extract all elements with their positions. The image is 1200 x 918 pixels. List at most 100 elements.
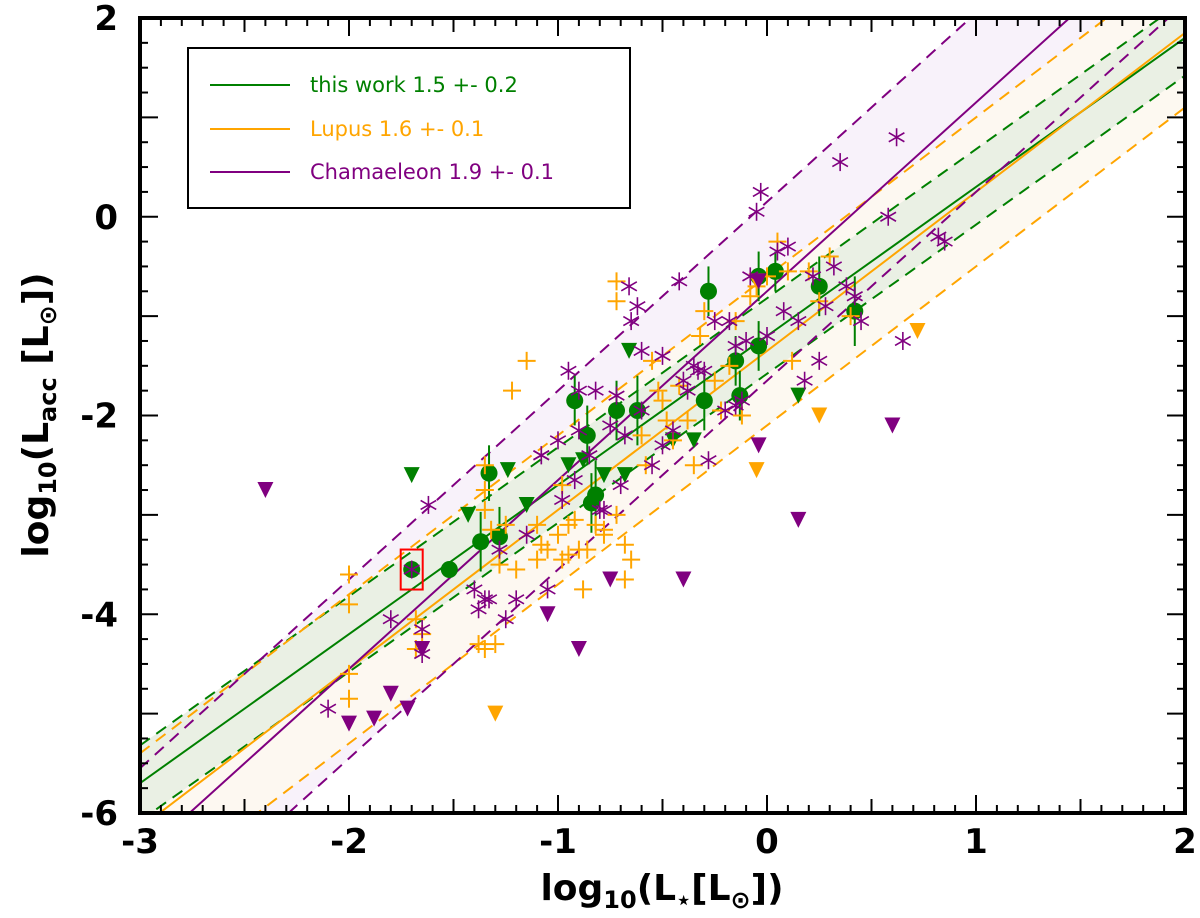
lupus-detections-point-58 [783,351,802,370]
chamaeleon-detections-point-3 [413,620,431,639]
x-tick-label: -2 [330,822,368,862]
chamaeleon-detections-point-73 [633,341,650,360]
chamaeleon-detections-point-51 [752,182,769,201]
lupus-detections-point-10 [482,520,501,539]
chamaeleon-detections-point-61 [825,257,843,276]
chamaeleon-detections-point-34 [654,436,671,455]
chamaeleon-upper-limits-point-13 [884,417,901,434]
lupus-upper-limits-point-3 [811,407,828,424]
lupus-detections-point-31 [594,525,613,544]
lupus-detections-point-63 [607,272,626,291]
this-work-detections-point-4 [490,528,508,546]
chamaeleon-detections-point-18 [560,361,577,380]
x-tick-label: -3 [121,822,159,862]
lupus-detections-point-27 [574,580,593,599]
chamaeleon-detections-point-71 [727,336,744,355]
chamaeleon-detections-point-48 [737,331,755,350]
lupus-detections-point-3 [340,689,358,708]
chamaeleon-detections-point-35 [664,421,682,440]
this-work-upper-limits-point-11 [790,387,807,404]
chamaeleon-detections-point-29 [620,277,638,296]
lupus-detections-point-15 [496,515,515,534]
fit-line-chamaeleon [188,18,1071,813]
chamaeleon-detections-point-37 [675,371,692,390]
this-work-upper-limits-point-7 [616,467,633,484]
this-work-detections-point-1 [440,561,458,579]
this-work-detections-point-2 [480,464,498,482]
lupus-detections-point-44 [678,411,697,430]
chamaeleon-detections-point-13 [518,525,535,544]
chamaeleon-upper-limits-point-8 [602,571,619,588]
band-this-work [140,18,1185,813]
lupus-detections-point-2 [340,664,358,683]
chamaeleon-upper-limits-point-2 [366,710,383,727]
y-tick-label: 2 [94,0,118,39]
lupus-detections-point-38 [643,351,662,370]
x-tick-label: 1 [964,822,988,862]
chamaeleon-detections-point-33 [643,456,661,475]
chamaeleon-upper-limits-point-7 [570,641,587,658]
chamaeleon-detections-point-8 [476,590,494,609]
chamaeleon-upper-limits-point-9 [675,571,692,588]
x-tick-label: 0 [755,822,779,862]
y-tick-label: -6 [80,794,118,834]
chamaeleon-upper-limits-point-12 [790,511,807,528]
chamaeleon-detections-point-26 [608,386,625,405]
chamaeleon-detections-point-17 [553,490,571,509]
lupus-detections-point-34 [615,570,634,589]
lupus-detections-point-29 [586,515,605,534]
y-axis-label: log10(Lacc [L⊙]) [16,272,62,557]
chamaeleon-upper-limits-point-1 [341,715,357,732]
y-tick-label: 0 [94,198,118,238]
chamaeleon-detections-point-22 [587,381,604,400]
lupus-detections-point-39 [649,381,668,400]
chamaeleon-detections-point-40 [689,361,707,380]
chamaeleon-detections-point-52 [758,327,776,345]
chamaeleon-detections-point-66 [888,128,905,147]
lupus-detections-point-1 [340,595,358,614]
chamaeleon-detections-point-43 [706,312,723,331]
chamaeleon-upper-limits-point-5 [414,641,431,658]
chamaeleon-detections-point-74 [570,381,588,400]
chamaeleon-detections-point-44 [717,401,734,420]
lupus-detections-point-47 [695,302,714,321]
chamaeleon-detections-point-72 [654,346,671,365]
legend-this-work: this work 1.5 +- 0.2 [310,73,518,97]
chamaeleon-detections-point-19 [566,471,583,490]
x-tick-label: -1 [539,822,577,862]
lupus-upper-limits-point-2 [748,462,765,479]
highlight-box [399,548,424,591]
this-work-upper-limits-point-10 [685,432,702,449]
this-work-upper-limits-point-2 [499,462,516,479]
legend-lupus: Lupus 1.6 +- 0.1 [310,117,484,141]
axis-ticks [139,17,1186,814]
this-work-upper-limits-point-0 [403,467,420,484]
lupus-detections-point-20 [528,515,547,534]
fit-lower-chamaeleon [287,18,1170,813]
chamaeleon-detections-point-23 [591,500,608,519]
lupus-detections-point-8 [475,481,494,500]
highlight-rect [399,548,424,591]
chamaeleon-detections-point-59 [811,351,828,370]
lupus-detections-point-59 [799,262,818,281]
this-work-detections-point-6 [578,426,596,444]
lupus-detections-point-13 [469,635,488,654]
chamaeleon-upper-limits-point-10 [750,273,767,290]
chamaeleon-upper-limits-point-6 [539,606,556,623]
legend-chamaeleon: Chamaeleon 1.9 +- 0.1 [310,160,554,184]
chamaeleon-detections-point-16 [549,431,567,450]
this-work-upper-limits-point-4 [560,457,577,474]
lupus-detections-point-40 [653,391,672,410]
chamaeleon-detections-point-25 [602,416,619,435]
fit-lines [140,18,1185,813]
lupus-detections-point-21 [549,525,567,544]
chamaeleon-detections-point-47 [733,391,751,410]
lupus-detections-point-32 [607,505,626,524]
this-work-detections-point-3 [472,533,490,551]
lupus-detections-point-50 [720,356,739,375]
this-work-detections-point-18 [810,277,828,295]
lupus-detections-point-17 [517,351,536,370]
lupus-detections-point-67 [507,560,526,579]
y-tick-label: -4 [80,595,118,635]
